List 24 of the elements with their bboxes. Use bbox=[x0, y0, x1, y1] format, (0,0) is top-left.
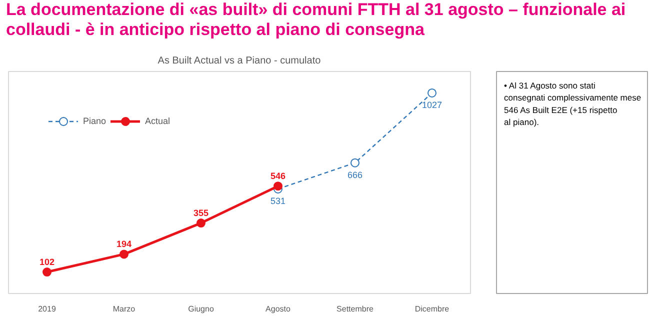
x-tick-label: Giugno bbox=[188, 304, 214, 314]
x-tick-label: Agosto bbox=[266, 304, 292, 314]
chart-subtitle: As Built Actual vs a Piano - cumulato bbox=[158, 56, 322, 66]
legend-label: Actual bbox=[145, 116, 170, 126]
point bbox=[274, 182, 282, 191]
chart-title: La documentazione di «as built» di comuni FTTH al 31 agosto – funzionale ai collaudi - è in anticipo rispetto al piano di consegna bbox=[6, 0, 627, 40]
point bbox=[120, 250, 128, 259]
point bbox=[350, 158, 360, 168]
point bbox=[428, 88, 436, 98]
point bbox=[42, 268, 52, 277]
data-label: 355 bbox=[193, 208, 209, 218]
data-label: 102 bbox=[39, 257, 55, 268]
legend-label: Piano bbox=[83, 116, 106, 126]
data-label: 1027 bbox=[422, 100, 442, 110]
x-tick-label: 2019 bbox=[38, 304, 56, 314]
text: • Al 31 Agosto sono stati consegnati complessivamente mese 546 As Built E2E (+15 rispetto al piano). bbox=[504, 80, 642, 128]
x-tick-label: Dicembre bbox=[414, 304, 450, 314]
data-label: 194 bbox=[116, 239, 132, 250]
data-label: 666 bbox=[347, 170, 363, 180]
point bbox=[196, 218, 206, 228]
data-label: 531 bbox=[270, 196, 286, 206]
x-tick-label: Settembre bbox=[336, 304, 374, 314]
x-tick-label: Marzo bbox=[112, 304, 136, 314]
data-label: 546 bbox=[270, 171, 286, 182]
